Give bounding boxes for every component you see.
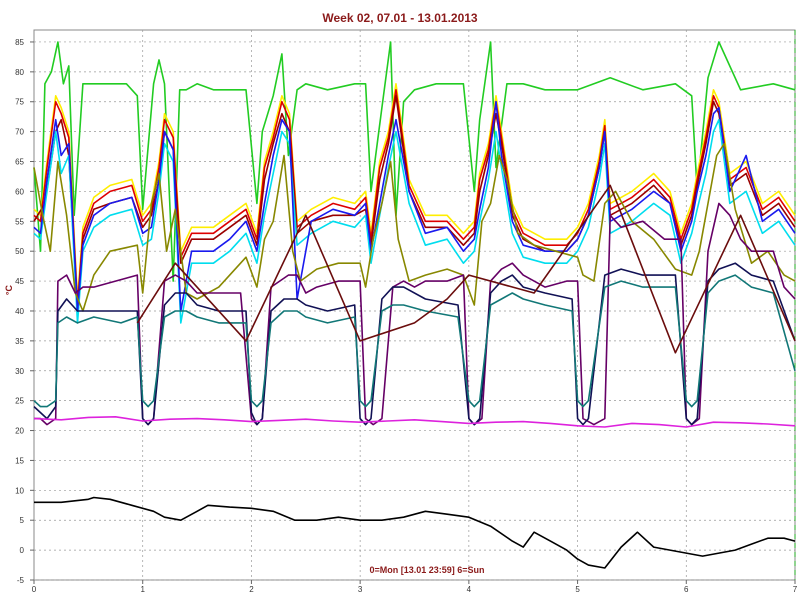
grid — [34, 30, 796, 581]
y-tick-label: 0 — [20, 546, 25, 555]
y-tick-label: 65 — [15, 158, 24, 167]
series-line-6 — [33, 142, 796, 312]
y-tick-label: 50 — [15, 247, 24, 256]
series-line-12 — [136, 184, 796, 354]
series-line-10 — [33, 415, 796, 428]
y-tick-label: 45 — [15, 277, 24, 286]
y-tick-label: 30 — [15, 367, 24, 376]
y-tick-label: 85 — [15, 38, 24, 47]
y-tick-label: 55 — [15, 217, 24, 226]
x-tick-label: 0 — [32, 585, 37, 594]
series-line-2 — [33, 89, 796, 306]
y-tick-label: 10 — [15, 486, 24, 495]
y-tick-label: -5 — [17, 576, 25, 585]
y-tick-label: 80 — [15, 68, 24, 77]
y-tick-label: 15 — [15, 456, 24, 465]
x-tick-label: 4 — [467, 585, 472, 594]
chart-annotation: 0=Mon [13.01 23:59] 6=Sun — [369, 565, 484, 575]
y-tick-label: 60 — [15, 187, 24, 196]
series-line-11 — [34, 496, 796, 569]
x-tick-label: 7 — [793, 585, 798, 594]
x-tick-label: 2 — [249, 585, 254, 594]
y-axis-label: °C — [4, 284, 14, 295]
y-tick-label: 5 — [20, 516, 25, 525]
series-line-1 — [33, 83, 796, 300]
y-tick-label: 25 — [15, 397, 24, 406]
x-tick-label: 1 — [140, 585, 145, 594]
y-tick-label: 75 — [15, 98, 24, 107]
series-line-8 — [33, 262, 796, 426]
series-line-9 — [33, 274, 796, 408]
series-line-4 — [33, 118, 796, 324]
chart-title: Week 02, 07.01 - 13.01.2013 — [322, 11, 478, 25]
y-tick-label: 70 — [15, 128, 24, 137]
plot-area — [33, 29, 796, 581]
series-line-5 — [33, 100, 796, 312]
x-tick-label: 5 — [575, 585, 580, 594]
x-tick-label: 6 — [684, 585, 689, 594]
y-tick-label: 20 — [15, 427, 24, 436]
y-tick-label: 35 — [15, 337, 24, 346]
y-tick-label: 40 — [15, 307, 24, 316]
series-line-0 — [33, 41, 796, 282]
series-layer — [33, 41, 796, 569]
x-tick-label: 3 — [358, 585, 363, 594]
